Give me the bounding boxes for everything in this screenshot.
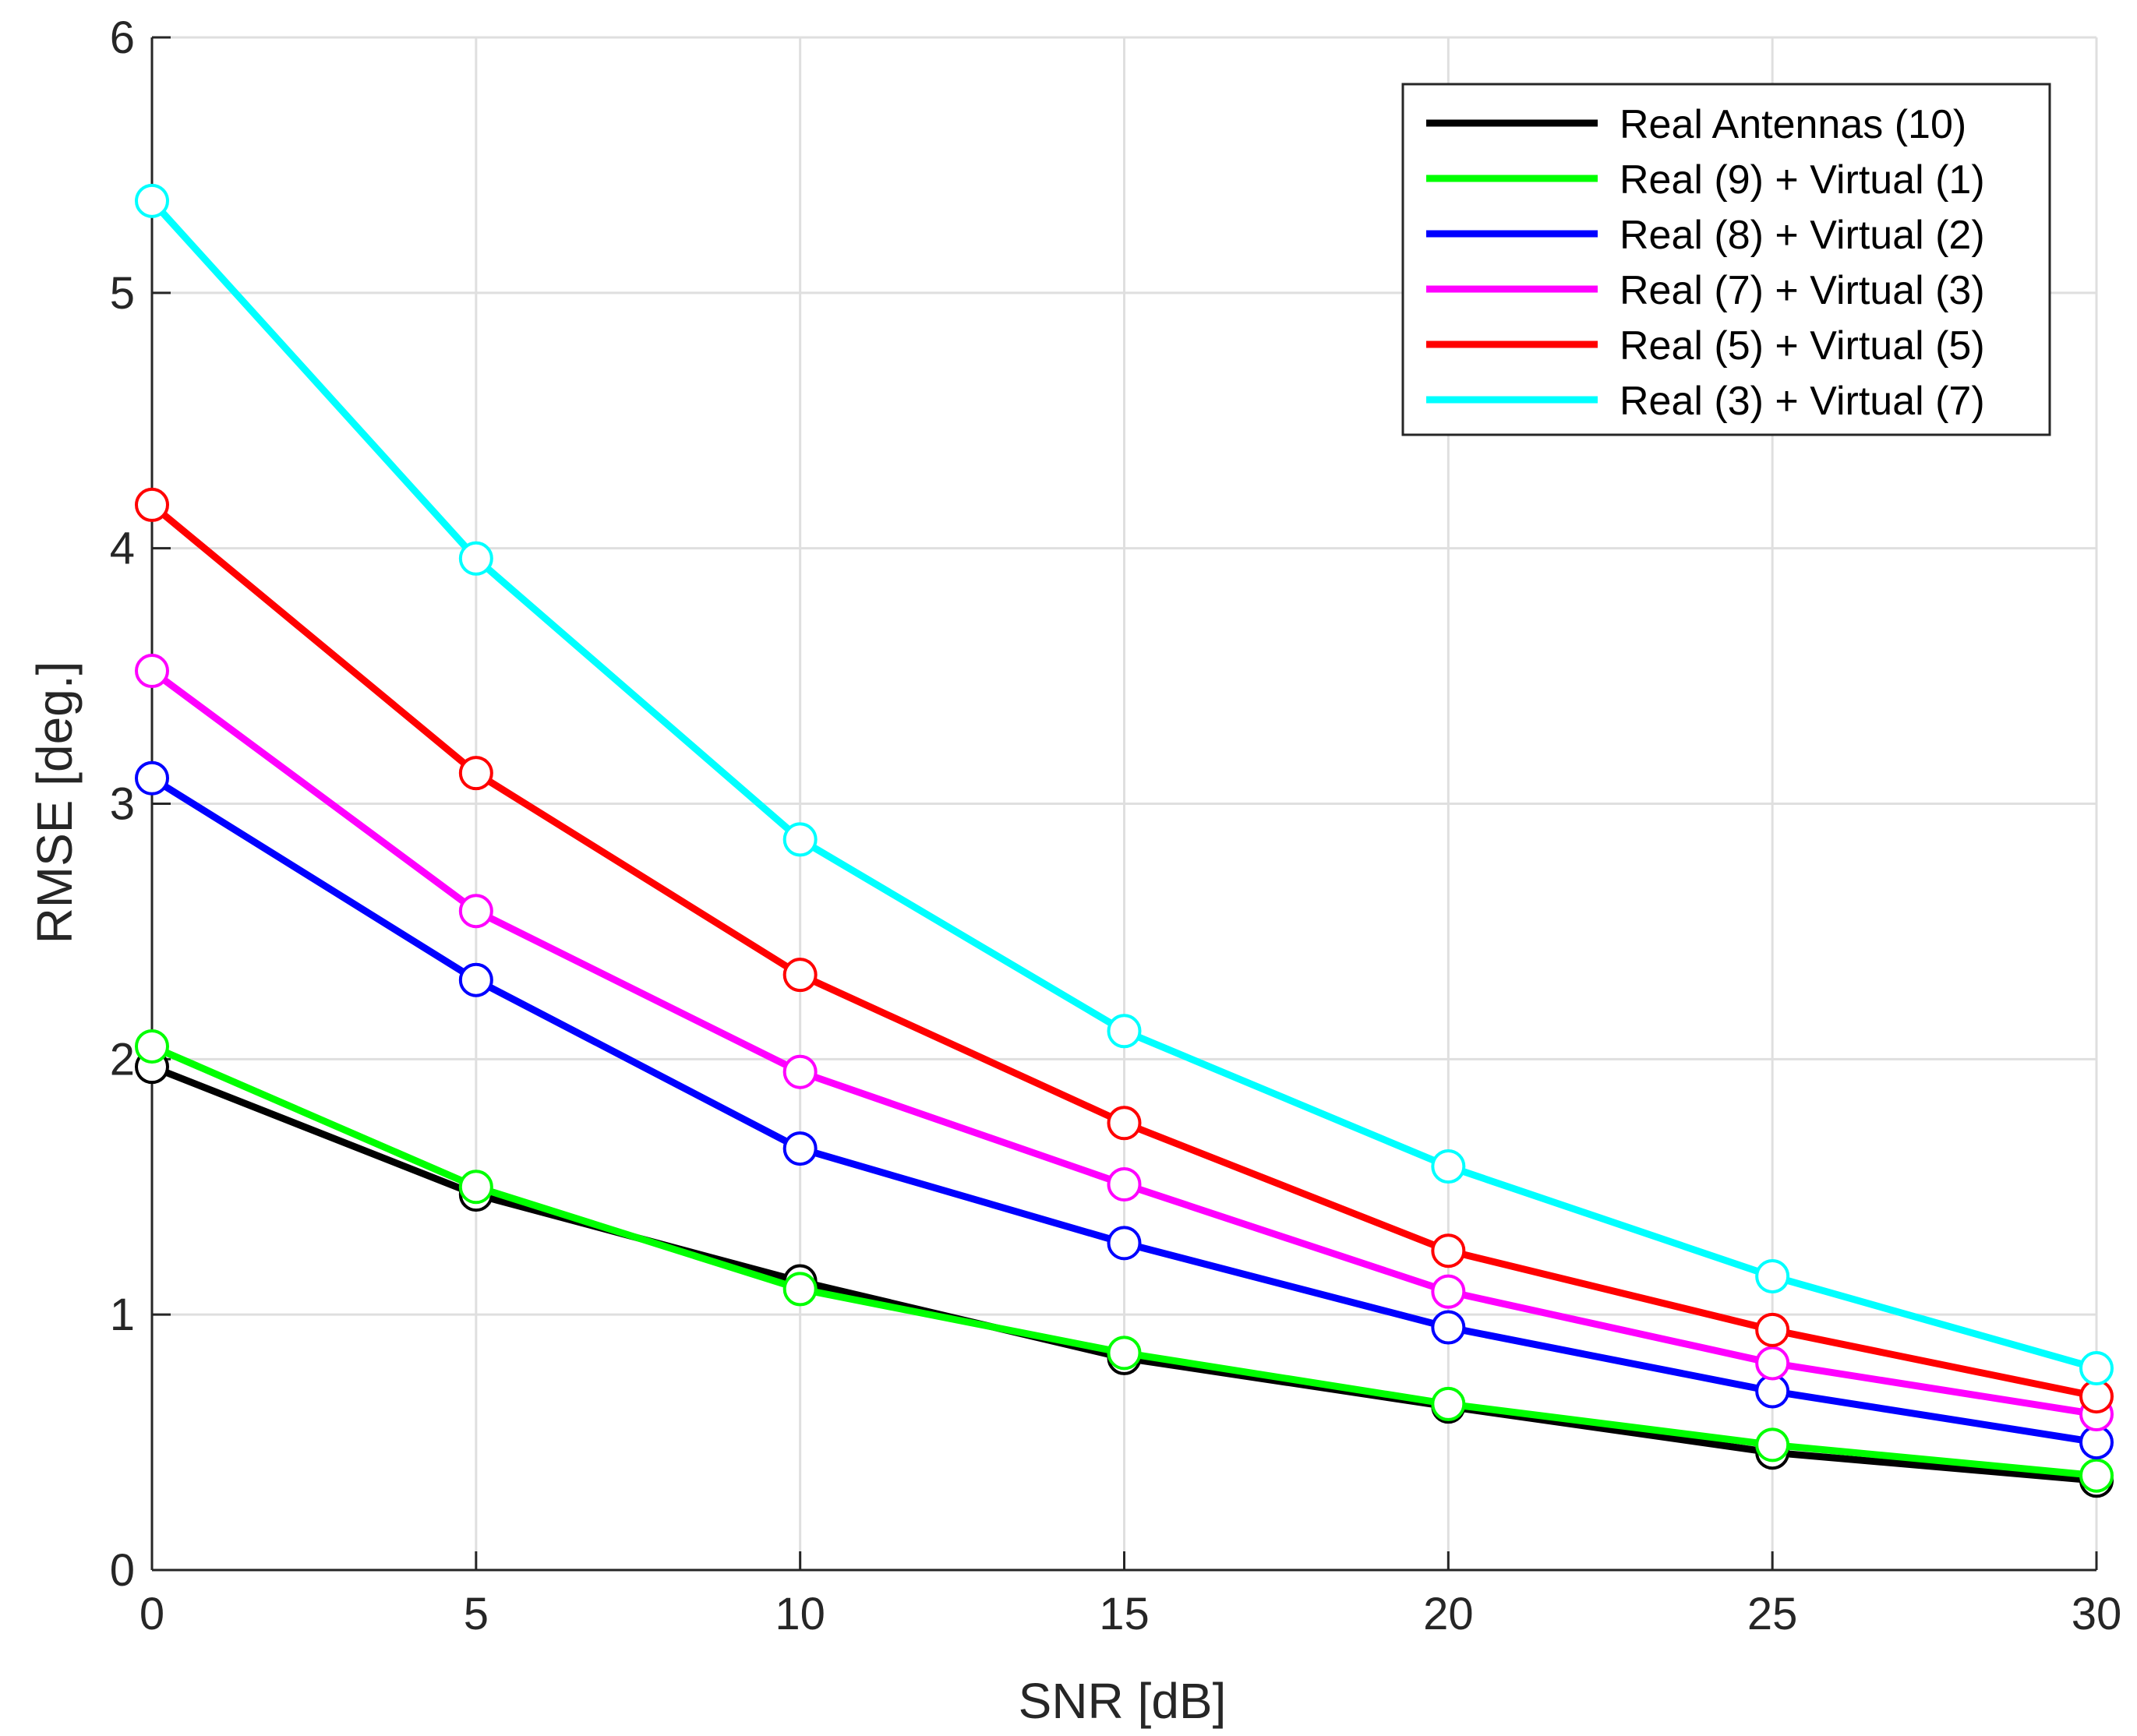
y-axis-label: RMSE [deg.] bbox=[26, 662, 83, 944]
data-point-marker bbox=[2079, 1351, 2114, 1386]
data-point-marker bbox=[458, 756, 493, 791]
y-tick-label: 5 bbox=[110, 268, 135, 319]
legend-label: Real (3) + Virtual (7) bbox=[1620, 379, 1985, 424]
data-point-marker bbox=[458, 894, 493, 929]
legend: Real Antennas (10) Real (9) + Virtual (1)… bbox=[1401, 83, 2051, 436]
x-tick-label: 15 bbox=[1099, 1589, 1150, 1639]
y-tick-label: 1 bbox=[110, 1290, 135, 1340]
data-point-marker bbox=[458, 962, 493, 997]
data-point-marker bbox=[1431, 1386, 1466, 1421]
data-point-marker bbox=[782, 1272, 818, 1307]
series-3 bbox=[135, 760, 2114, 1460]
data-point-marker bbox=[1107, 1106, 1142, 1141]
x-tick-label: 20 bbox=[1423, 1589, 1474, 1639]
data-point-marker bbox=[458, 541, 493, 576]
data-point-marker bbox=[1755, 1346, 1790, 1381]
data-point-marker bbox=[1755, 1427, 1790, 1463]
tick-labels: 0 5 10 15 20 25 30 0 1 2 3 4 5 6 bbox=[110, 12, 2122, 1639]
data-point-marker bbox=[135, 654, 169, 689]
data-point-marker bbox=[782, 1054, 818, 1089]
legend-label: Real (5) + Virtual (5) bbox=[1620, 323, 1985, 369]
data-point-marker bbox=[2079, 1379, 2114, 1414]
y-tick-label: 4 bbox=[110, 524, 135, 574]
legend-item: Real (8) + Virtual (2) bbox=[1426, 213, 1985, 258]
data-point-marker bbox=[135, 760, 169, 796]
data-point-marker bbox=[782, 1131, 818, 1166]
y-tick-label: 3 bbox=[110, 779, 135, 830]
data-point-marker bbox=[782, 822, 818, 857]
data-point-marker bbox=[1755, 1312, 1790, 1347]
data-series bbox=[135, 183, 2114, 1498]
data-point-marker bbox=[1431, 1149, 1466, 1184]
y-tick-label: 2 bbox=[110, 1034, 135, 1085]
legend-item: Real Antennas (10) bbox=[1426, 102, 1966, 147]
data-point-marker bbox=[135, 487, 169, 522]
legend-item: Real (5) + Virtual (5) bbox=[1426, 323, 1985, 369]
data-point-marker bbox=[1107, 1336, 1142, 1371]
x-tick-label: 10 bbox=[775, 1589, 825, 1639]
data-point-marker bbox=[1755, 1374, 1790, 1409]
x-axis-label: SNR [dB] bbox=[1019, 1673, 1227, 1729]
legend-label: Real (9) + Virtual (1) bbox=[1620, 157, 1985, 203]
x-tick-label: 5 bbox=[464, 1589, 489, 1639]
data-point-marker bbox=[2079, 1425, 2114, 1460]
axes bbox=[150, 36, 2098, 1572]
data-point-marker bbox=[458, 1170, 493, 1205]
legend-item: Real (7) + Virtual (3) bbox=[1426, 268, 1985, 313]
x-tick-label: 0 bbox=[140, 1589, 164, 1639]
legend-label: Real Antennas (10) bbox=[1620, 102, 1966, 147]
x-tick-label: 25 bbox=[1747, 1589, 1798, 1639]
data-point-marker bbox=[1107, 1226, 1142, 1261]
data-point-marker bbox=[1755, 1258, 1790, 1293]
series-4 bbox=[135, 654, 2114, 1432]
data-point-marker bbox=[782, 958, 818, 993]
series-6 bbox=[135, 183, 2114, 1386]
data-point-marker bbox=[1107, 1166, 1142, 1201]
data-point-marker bbox=[1431, 1233, 1466, 1268]
data-point-marker bbox=[1431, 1274, 1466, 1309]
legend-item: Real (9) + Virtual (1) bbox=[1426, 157, 1985, 203]
data-point-marker bbox=[2079, 1458, 2114, 1493]
data-point-marker bbox=[1431, 1310, 1466, 1345]
series-2 bbox=[135, 1029, 2114, 1493]
legend-label: Real (8) + Virtual (2) bbox=[1620, 213, 1985, 258]
data-point-marker bbox=[135, 183, 169, 218]
legend-box bbox=[1401, 83, 2051, 436]
data-point-marker bbox=[1107, 1014, 1142, 1049]
y-tick-label: 0 bbox=[110, 1545, 135, 1596]
y-tick-label: 6 bbox=[110, 12, 135, 63]
data-point-marker bbox=[135, 1029, 169, 1064]
series-5 bbox=[135, 487, 2114, 1414]
x-tick-label: 30 bbox=[2072, 1589, 2122, 1639]
legend-item: Real (3) + Virtual (7) bbox=[1426, 379, 1985, 424]
legend-label: Real (7) + Virtual (3) bbox=[1620, 268, 1985, 313]
